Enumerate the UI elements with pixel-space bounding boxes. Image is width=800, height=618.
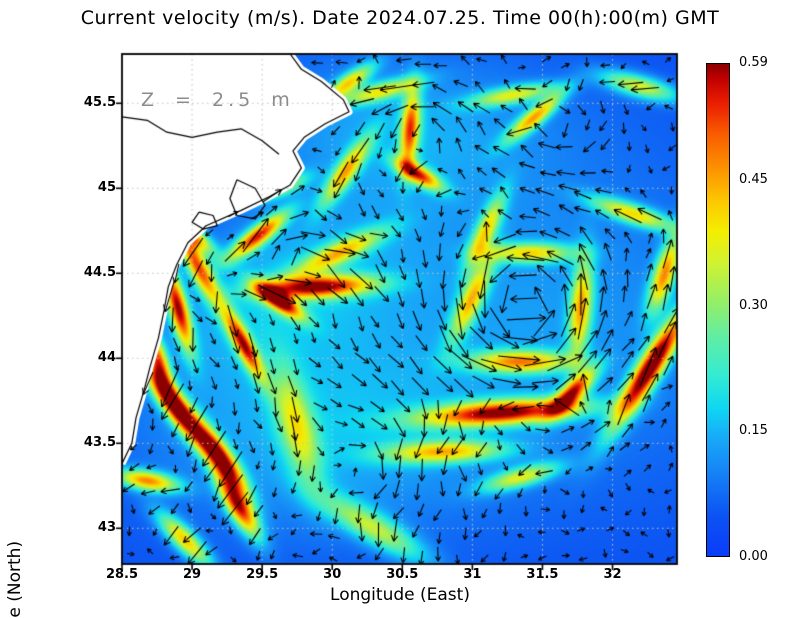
y-tick-label: 44.5 — [83, 265, 116, 281]
colorbar-tick-label: 0.15 — [739, 423, 768, 439]
colorbar — [706, 63, 730, 557]
x-tick-label: 32 — [603, 567, 622, 582]
depth-annotation: Z = 2.5 m — [141, 89, 294, 111]
x-axis-label: Longitude (East) — [330, 585, 470, 605]
y-tick-label: 43.5 — [83, 435, 116, 451]
y-tick-label: 45.5 — [83, 95, 116, 111]
colorbar-tick-label: 0.45 — [739, 172, 768, 188]
x-tick-label: 29.5 — [246, 567, 279, 582]
y-tick-label: 43 — [97, 520, 116, 536]
x-tick-label: 31 — [463, 567, 482, 582]
x-tick-label: 29 — [183, 567, 202, 582]
x-tick-label: 31.5 — [526, 567, 559, 582]
colorbar-tick-label: 0.59 — [739, 55, 768, 70]
y-axis-label: Latitude (North) — [5, 540, 25, 618]
x-tick-label: 30.5 — [386, 567, 419, 582]
colorbar-tick-label: 0.00 — [739, 549, 768, 564]
y-tick-label: 44 — [97, 350, 116, 366]
x-tick-label: 28.5 — [105, 567, 139, 582]
chart-title: Current velocity (m/s). Date 2024.07.25.… — [80, 7, 720, 29]
x-tick-label: 30 — [323, 567, 342, 582]
y-tick-label: 45 — [97, 180, 116, 196]
colorbar-tick-label: 0.30 — [739, 297, 768, 313]
